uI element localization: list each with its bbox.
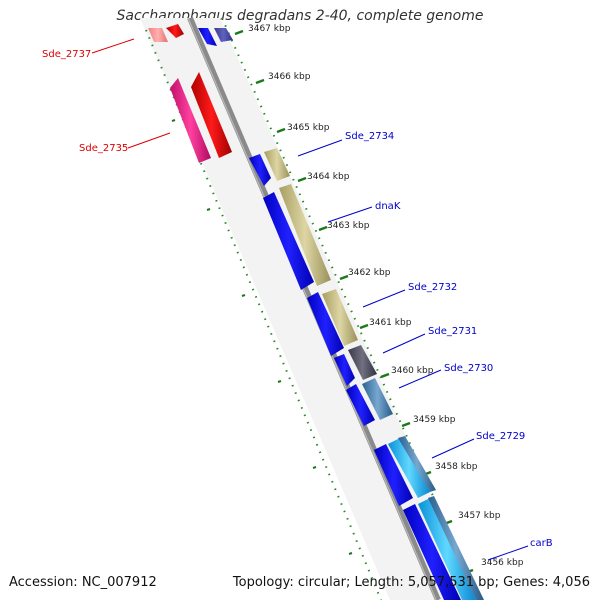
leader-sde2737 [91, 38, 135, 54]
gene-sde2730-blue[interactable] [346, 384, 375, 426]
gene-dnak[interactable] [279, 184, 331, 286]
tick-label: 3458 kbp [435, 462, 478, 472]
leader-sde2734 [297, 139, 343, 157]
accession-label: Accession: NC_007912 [9, 575, 157, 590]
gene-label-sde2729: Sde_2729 [476, 431, 525, 442]
gene-sde2735-pink[interactable] [170, 78, 211, 163]
gene-sde2735-red[interactable] [191, 72, 232, 158]
tick-label: 3464 kbp [307, 172, 350, 182]
gene-carb[interactable] [418, 498, 476, 600]
leader-carb [487, 545, 529, 561]
tick-label: 3467 kbp [248, 24, 291, 34]
leader-sde2735 [127, 132, 171, 149]
gene-sde2729-steel[interactable] [398, 436, 436, 492]
gene-label-sde2737: Sde_2737 [42, 49, 91, 60]
tick-label: 3463 kbp [327, 221, 370, 231]
gene-top-blue[interactable] [198, 28, 217, 46]
gene-label-sde2730: Sde_2730 [444, 363, 493, 374]
leader-dnak [327, 206, 373, 223]
gene-sde2737[interactable] [166, 24, 184, 38]
gene-label-carb: carB [530, 538, 553, 549]
gene-sde2729[interactable] [388, 438, 430, 498]
gene-carb-steel[interactable] [428, 496, 484, 600]
gene-label-sde2734: Sde_2734 [345, 131, 394, 142]
gene-label-sde2735: Sde_2735 [79, 143, 128, 154]
gene-sde2732-blue[interactable] [307, 292, 344, 356]
gene-sde2731[interactable] [348, 345, 377, 380]
gene-sde2730[interactable] [362, 378, 393, 420]
gene-sde2732[interactable] [322, 289, 358, 346]
tick-label: 3462 kbp [348, 268, 391, 278]
leader-sde2730 [398, 369, 442, 389]
gene-sde2734-blue[interactable] [249, 154, 271, 186]
gene-carb-blue[interactable] [403, 504, 461, 600]
left-track-dashes [171, 119, 353, 555]
gene-sde2729-blue[interactable] [374, 444, 413, 506]
tick-label: 3457 kbp [458, 511, 501, 521]
leader-sde2731 [382, 333, 426, 354]
gene-label-sde2732: Sde_2732 [408, 282, 457, 293]
tick-label: 3465 kbp [287, 123, 330, 133]
tick-label: 3456 kbp [481, 558, 524, 568]
gene-label-dnak: dnaK [375, 201, 401, 212]
map-band [140, 18, 478, 600]
genome-summary: Topology: circular; Length: 5,057,531 bp… [232, 575, 590, 590]
gene-sde2737-light[interactable] [148, 28, 168, 42]
gene-sde2734[interactable] [264, 148, 290, 181]
leader-sde2729 [431, 438, 475, 459]
tick-label: 3460 kbp [391, 366, 434, 376]
tick-label: 3459 kbp [413, 415, 456, 425]
gene-sde2731-blue[interactable] [334, 354, 355, 386]
tick-label: 3461 kbp [369, 318, 412, 328]
leader-sde2732 [362, 289, 406, 308]
tick-label: 3466 kbp [268, 72, 311, 82]
gene-label-sde2731: Sde_2731 [428, 326, 477, 337]
gene-dnak-blue[interactable] [263, 192, 314, 290]
gene-top-navy[interactable] [214, 28, 233, 42]
